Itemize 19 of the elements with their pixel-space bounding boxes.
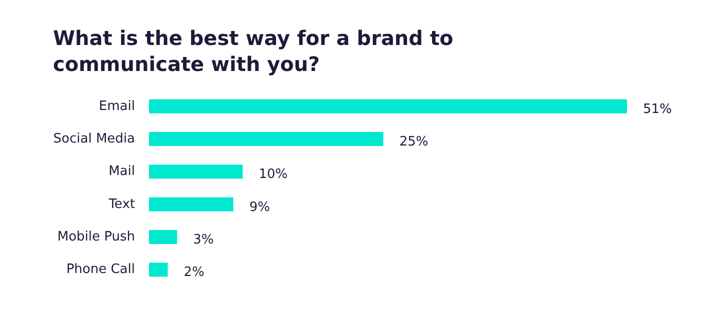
y-tick-label: Phone Call: [66, 262, 135, 278]
data-label: 9%: [249, 200, 270, 215]
bar: [149, 99, 627, 114]
data-label: 10%: [258, 167, 288, 182]
bar: [149, 197, 234, 212]
y-tick-label: Mail: [108, 164, 135, 180]
bar: [149, 230, 178, 244]
y-tick-label: Email: [98, 98, 135, 114]
y-tick-label: Text: [108, 196, 135, 212]
data-label: 2%: [184, 265, 204, 280]
data-label: 51%: [643, 102, 672, 117]
bar: [149, 262, 168, 277]
data-label: 25%: [399, 134, 428, 150]
data-label: 3%: [193, 232, 214, 248]
y-tick-label: Social Media: [53, 132, 135, 146]
y-tick-label: Mobile Push: [57, 230, 135, 244]
bar: [149, 132, 384, 146]
chart-title: What is the best way for a brand to communicate with you?: [53, 26, 460, 76]
bar: [149, 164, 243, 179]
